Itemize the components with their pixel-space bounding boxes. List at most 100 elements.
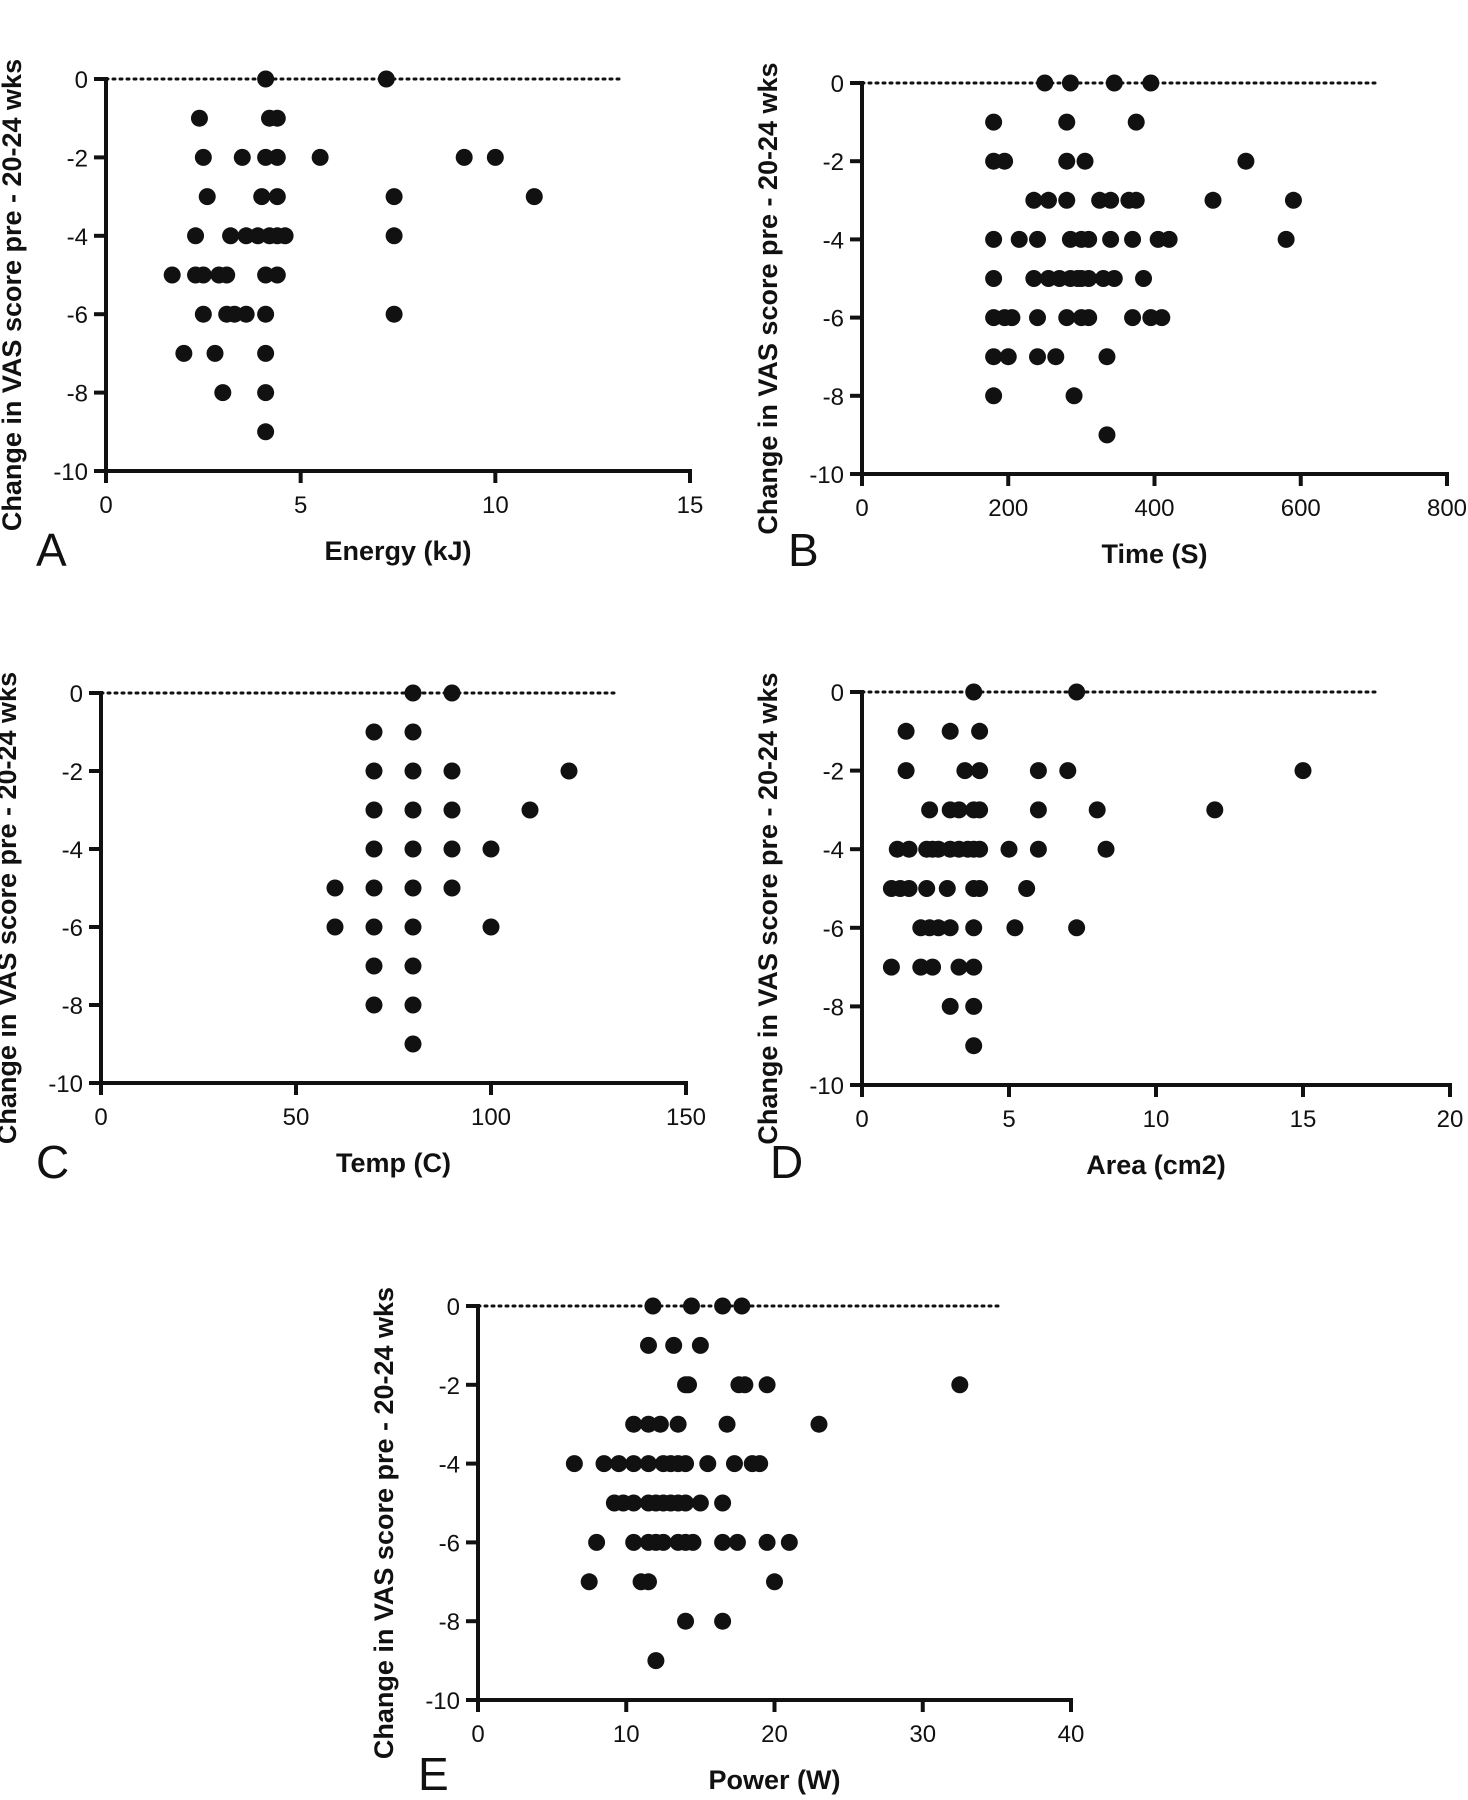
data-point [365,840,383,858]
data-point [404,879,422,897]
data-point [580,1573,598,1591]
data-point [780,1533,798,1551]
panel-letter: A [36,524,67,576]
data-point [482,918,500,936]
data-point [206,344,224,362]
data-point [268,266,286,284]
data-point [253,188,271,206]
data-point [1098,348,1116,366]
data-point [918,880,936,897]
y-tick-label: -2 [823,149,844,176]
data-point [404,684,422,702]
data-point [525,188,543,206]
data-point [443,840,461,858]
data-point [222,227,240,245]
x-axis-label: Energy (kJ) [324,536,471,566]
data-point [985,113,1003,131]
data-point [1025,270,1043,287]
data-point [194,148,212,166]
x-tick-label: 400 [1134,495,1174,522]
y-tick-label: -4 [62,837,83,864]
data-point [900,840,918,858]
y-tick-label: 0 [831,680,844,707]
data-point [714,1494,732,1512]
data-point [996,152,1014,170]
data-point [677,1612,695,1630]
data-point [625,1415,643,1433]
y-tick-label: -6 [823,306,844,333]
y-tick-label: -2 [67,145,88,172]
data-point [455,148,473,166]
data-point [365,723,383,741]
data-point [1029,309,1046,327]
data-point [249,227,267,245]
data-point [677,1494,695,1512]
data-point [900,880,918,897]
data-point [404,762,422,780]
data-point [625,1455,643,1473]
data-point [1068,919,1086,937]
data-point [639,1336,657,1354]
y-tick-label: -10 [809,1073,844,1100]
data-point [1153,309,1171,327]
y-tick-label: -8 [62,993,83,1020]
data-point [971,762,989,780]
data-point [1237,152,1255,170]
data-point [699,1455,717,1473]
data-point [595,1455,613,1473]
data-point [714,1297,732,1315]
data-point [929,919,947,937]
data-point [929,840,947,858]
data-point [385,227,403,245]
data-point [257,344,275,362]
x-axis-label: Power (W) [709,1765,841,1795]
data-point [888,840,906,858]
data-point [257,423,275,441]
data-point [938,880,956,897]
y-tick-label: -10 [425,1688,460,1715]
data-point [268,148,286,166]
x-tick-label: 800 [1427,495,1467,522]
data-point [758,1533,776,1551]
chart-panel-a: 0 -2 -4 -6 -8 -10 0 5 10 15 Energy (kJ) Change in V… [0,59,703,576]
data-point [682,1297,700,1315]
x-axis-label: Temp (C) [336,1148,451,1178]
panel-letter: E [418,1748,449,1800]
x-axis-label: Area (cm2) [1086,1150,1226,1180]
y-axis-label: Change in VAS score pre - 20-24 wks [0,672,22,1144]
chart-panel-c: 0 -2 -4 -6 -8 -10 0 50 100 150 Temp (C) Change in V… [0,672,706,1188]
data-point [1061,74,1079,92]
data-point [1029,348,1046,366]
data-point [198,188,216,206]
data-point [965,958,983,976]
data-point [625,1533,643,1551]
x-tick-label: 15 [677,492,704,519]
data-point [1047,348,1065,366]
data-point [326,918,344,936]
data-point [680,1376,698,1394]
data-point [985,270,1003,287]
data-point [1080,309,1098,327]
x-tick-label: 20 [1437,1106,1464,1133]
x-tick-label: 5 [294,492,307,519]
data-point [1018,880,1036,897]
data-point [194,266,212,284]
data-point [1058,309,1076,327]
y-axis-label: Change in VAS score pre - 20-24 wks [753,62,783,534]
data-point [1029,801,1047,819]
data-point [758,1376,776,1394]
data-point [1127,113,1145,131]
data-point [404,1035,422,1053]
data-point [950,801,968,819]
data-point [999,348,1017,366]
y-tick-label: -6 [67,302,88,329]
data-point [482,840,500,858]
data-point [1102,191,1120,209]
y-tick-label: -8 [439,1609,460,1636]
data-point [443,879,461,897]
data-point [233,148,251,166]
chart-panel-e: 0 -2 -4 -6 -8 -10 0 10 20 30 40 Power (W) Change in … [369,1287,1084,1800]
data-point [971,840,989,858]
x-tick-label: 100 [471,1104,511,1131]
